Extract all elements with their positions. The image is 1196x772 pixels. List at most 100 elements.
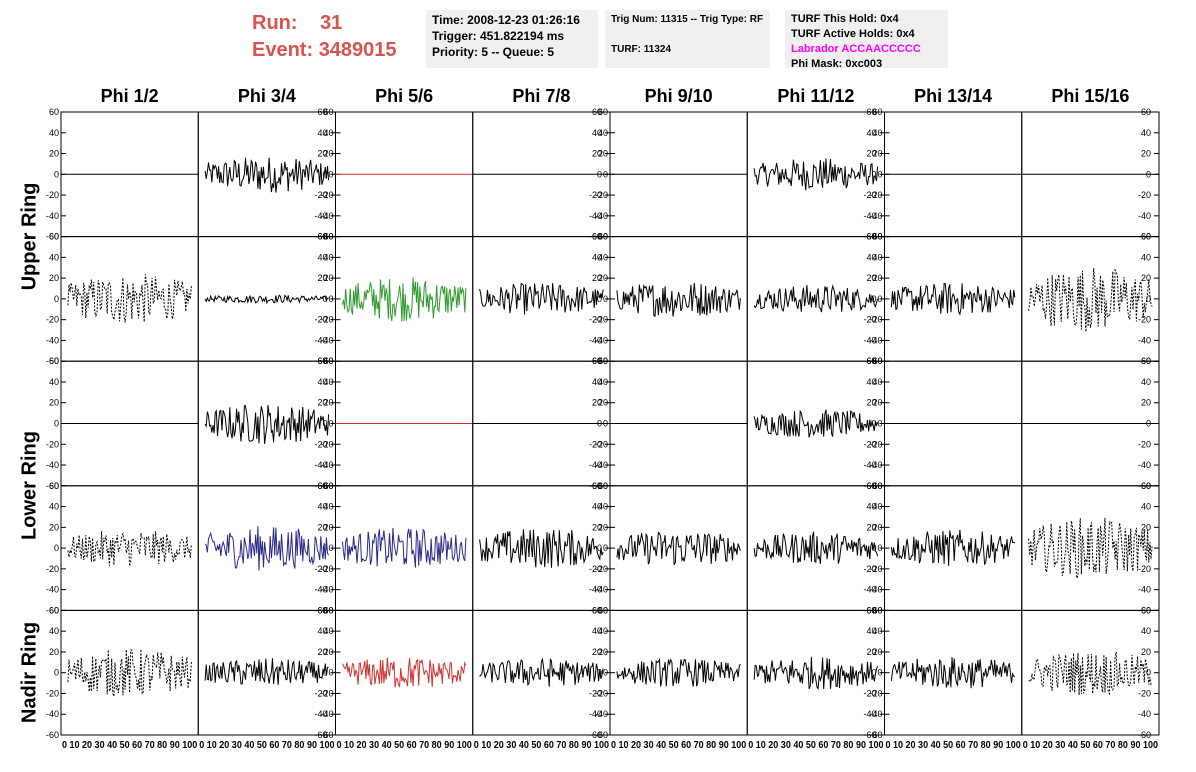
run-label: Run: xyxy=(252,12,298,34)
turf-hold-text: TURF This Hold: 0x4 xyxy=(791,13,899,25)
y-tick-label: 40 xyxy=(323,377,333,387)
turf-active-text: TURF Active Holds: 0x4 xyxy=(791,28,915,40)
y-tick-label: 20 xyxy=(317,398,327,408)
y-tick-label: 60 xyxy=(866,232,876,242)
y-tick-label: -40 xyxy=(869,709,882,719)
phi-title-6: Phi 11/12 xyxy=(777,86,855,106)
waveform-line xyxy=(479,282,604,315)
y-tick-label: 40 xyxy=(598,377,608,387)
y-tick-label: 20 xyxy=(1141,522,1151,532)
waveform-line xyxy=(204,294,329,305)
y-tick-label: -40 xyxy=(589,335,602,345)
panel-r4-c7: -60 -40 -20 0 20 40 60 xyxy=(1021,605,1160,740)
y-tick-label: -20 xyxy=(595,688,608,698)
y-tick-label: 40 xyxy=(866,502,876,512)
y-tick-label: -20 xyxy=(46,439,59,449)
y-tick-label: -40 xyxy=(314,460,327,470)
y-tick-label: -60 xyxy=(589,730,602,740)
waveform-line xyxy=(67,274,192,323)
y-tick-label: 20 xyxy=(317,149,327,159)
y-tick-label: 40 xyxy=(317,502,327,512)
y-tick-label: 20 xyxy=(1141,273,1151,283)
y-tick-label: 60 xyxy=(49,107,59,117)
y-tick-label: 40 xyxy=(592,626,602,636)
y-tick-label: 60 xyxy=(323,605,333,615)
y-tick-label: 20 xyxy=(866,149,876,159)
y-tick-label: 20 xyxy=(49,149,59,159)
y-tick-label: 0 xyxy=(877,169,882,179)
y-tick-label: -40 xyxy=(46,211,59,221)
y-tick-label: 60 xyxy=(866,356,876,366)
y-tick-label: 40 xyxy=(866,377,876,387)
y-tick-label: 20 xyxy=(872,398,882,408)
y-tick-label: -40 xyxy=(320,211,333,221)
y-tick-label: 60 xyxy=(1141,605,1151,615)
phi-title-8: Phi 15/16 xyxy=(1051,86,1130,106)
y-tick-label: -40 xyxy=(869,335,882,345)
y-tick-label: -60 xyxy=(46,730,59,740)
y-tick-label: 0 xyxy=(328,419,333,429)
y-tick-label: 60 xyxy=(598,481,608,491)
y-tick-label: -40 xyxy=(863,460,876,470)
y-tick-label: -20 xyxy=(863,564,876,574)
y-tick-label: 20 xyxy=(592,149,602,159)
y-tick-label: 60 xyxy=(872,481,882,491)
waveform-line xyxy=(341,277,467,322)
y-tick-label: -40 xyxy=(46,709,59,719)
y-tick-label: 0 xyxy=(322,419,327,429)
y-tick-label: 60 xyxy=(872,232,882,242)
waveform-line xyxy=(753,531,879,564)
y-tick-label: 0 xyxy=(877,668,882,678)
priority-text: Priority: 5 -- Queue: 5 xyxy=(432,45,555,59)
y-tick-label: 20 xyxy=(317,522,327,532)
y-tick-label: 60 xyxy=(1141,232,1151,242)
y-tick-label: -20 xyxy=(869,688,882,698)
y-tick-label: -20 xyxy=(1138,564,1151,574)
y-tick-label: -40 xyxy=(589,709,602,719)
y-tick-label: 20 xyxy=(49,398,59,408)
time-info-box: Time: 2008-12-23 01:26:16 Trigger: 451.8… xyxy=(426,10,598,68)
y-tick-label: 20 xyxy=(866,522,876,532)
y-tick-label: 0 xyxy=(877,294,882,304)
y-tick-label: 40 xyxy=(49,502,59,512)
y-tick-label: -40 xyxy=(863,585,876,595)
y-tick-label: 20 xyxy=(598,149,608,159)
y-tick-label: 40 xyxy=(866,626,876,636)
waveform-line xyxy=(1028,651,1153,696)
y-tick-label: 20 xyxy=(323,398,333,408)
waveform-line xyxy=(890,282,1016,316)
y-tick-label: 0 xyxy=(1146,294,1151,304)
y-tick-label: -40 xyxy=(1138,709,1151,719)
y-tick-label: 0 xyxy=(871,543,876,553)
y-tick-label: 0 xyxy=(871,668,876,678)
y-tick-label: 20 xyxy=(598,273,608,283)
x-tick-labels: 0 10 20 30 40 50 60 70 80 90 100 xyxy=(611,740,747,751)
y-tick-label: 40 xyxy=(323,502,333,512)
y-tick-label: 60 xyxy=(1141,107,1151,117)
y-tick-label: 20 xyxy=(866,647,876,657)
y-tick-label: -20 xyxy=(589,564,602,574)
y-tick-label: 60 xyxy=(49,356,59,366)
y-tick-label: 60 xyxy=(872,356,882,366)
y-tick-label: 20 xyxy=(872,273,882,283)
y-tick-label: -40 xyxy=(1138,585,1151,595)
waveform-line xyxy=(67,649,192,697)
y-tick-label: 40 xyxy=(872,252,882,262)
run-value: 31 xyxy=(320,12,343,34)
y-tick-label: -20 xyxy=(863,190,876,200)
run-event-box: Run: 31 Event: 3489015 xyxy=(252,10,422,66)
panel-r4-c2: -60 -40 -20 0 20 40 60 xyxy=(320,605,474,740)
y-tick-label: 40 xyxy=(598,252,608,262)
y-tick-label: -60 xyxy=(46,232,59,242)
y-tick-label: 0 xyxy=(322,169,327,179)
y-tick-label: -20 xyxy=(46,564,59,574)
y-tick-label: 0 xyxy=(603,543,608,553)
x-tick-labels: 0 10 20 30 40 50 60 70 80 90 100 xyxy=(474,740,610,751)
y-tick-label: 40 xyxy=(49,252,59,262)
y-tick-label: 40 xyxy=(1141,128,1151,138)
